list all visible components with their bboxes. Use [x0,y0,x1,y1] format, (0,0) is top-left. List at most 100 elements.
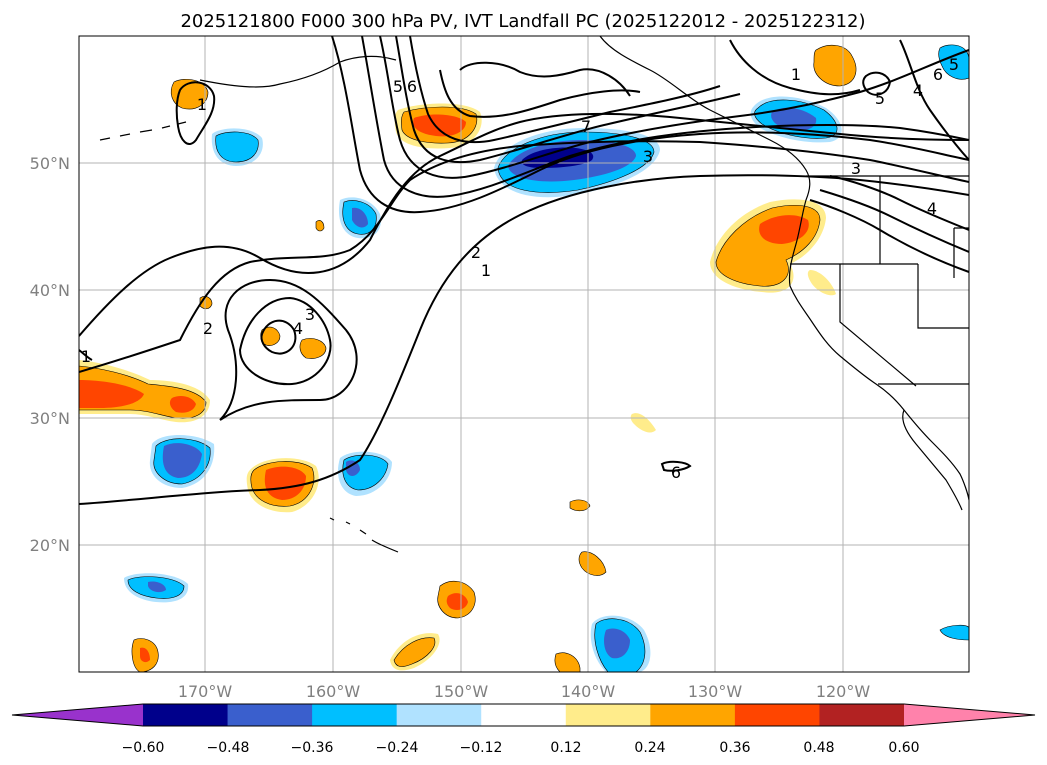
pv-contour-5 [819,189,969,253]
colorbar-labels: −0.60 −0.48 −0.36 −0.24 −0.12 0.12 0.24 … [122,740,920,756]
lon-tick-label: 130°W [688,682,743,701]
anomaly-positive [299,338,327,359]
contour-label: 1 [197,95,207,114]
pv-contour-7 [439,69,641,118]
anomaly-positive [569,499,591,512]
colorbar-label: −0.12 [460,740,503,756]
grid-lines [79,36,969,672]
anomaly-negative [604,628,630,659]
anomaly-positive [759,215,809,244]
lon-tick-label: 160°W [306,682,361,701]
pv-contour-1 [79,112,969,337]
anomaly-positive [315,220,325,232]
anomaly-positive [169,396,196,413]
contour-label: 5 [875,89,885,108]
colorbar-label: −0.36 [291,740,334,756]
colorbar-box [481,704,567,726]
contour-label: 4 [293,319,303,338]
colorbar-label: 0.12 [550,740,581,756]
axis-labels: 170°W 160°W 150°W 140°W 130°W 120°W 50°N… [30,154,871,701]
contour-label: 1 [791,65,801,84]
colorbar-label: 0.24 [634,740,665,756]
colorbar-box [396,704,482,726]
anomaly-positive [140,647,150,663]
pv-contour-3 [219,278,358,421]
anomaly-negative [162,443,202,478]
contour-label: 5 [393,77,403,96]
chart-title: 2025121800 F000 300 hPa PV, IVT Landfall… [180,11,865,32]
state-border-ut [953,227,969,278]
anomaly-positive [813,44,857,87]
lon-tick-label: 170°W [178,682,233,701]
anomaly-negative [346,460,360,476]
contour-label: 6 [933,65,943,84]
lat-tick-label: 30°N [30,409,70,428]
colorbar-label: 0.36 [719,740,750,756]
lat-tick-label: 40°N [30,281,70,300]
pv-contour-2 [79,140,969,373]
contour-label: 6 [407,77,417,96]
colorbar-boxes [11,703,1036,727]
lat-tick-label: 50°N [30,154,70,173]
pv-contour-6 [409,36,721,144]
pv-contour-6 [361,36,969,198]
pv-contour-4 [238,296,332,386]
contour-label: 4 [913,81,923,100]
anomaly-negative [939,624,969,641]
colorbar-label: −0.60 [122,740,165,756]
anomaly-positive [554,652,581,672]
contour-label: 7 [581,117,591,136]
lat-tick-label: 20°N [30,536,70,555]
pv-contour-4 [260,319,297,355]
colorbar-box [819,704,905,726]
colorbar-label: −0.24 [376,740,419,756]
contour-labels: 1 2 3 4 5 6 7 1 2 3 4 5 6 1 4 6 5 3 1 [81,55,959,482]
anomaly-positive [413,114,466,137]
lon-tick-label: 140°W [561,682,616,701]
contour-label: 1 [481,261,491,280]
colorbar-box [227,704,313,726]
anomaly-negative [148,581,166,593]
colorbar-box [143,704,229,726]
colorbar-box [565,704,651,726]
colorbar-label: −0.48 [207,740,250,756]
contour-label: 3 [643,147,653,166]
north-america-coastline [599,36,969,501]
lon-tick-label: 150°W [434,682,489,701]
contour-label: 2 [471,243,481,262]
colorbar: −0.60 −0.48 −0.36 −0.24 −0.12 0.12 0.24 … [11,703,1036,756]
map-frame [78,35,970,673]
colorbar-extend-min [12,704,143,726]
pv-contour-5 [459,61,631,97]
pv-contour-1 [660,460,692,472]
colorbar-extend-max [904,704,1035,726]
pv-contour-4 [829,175,969,231]
colorbar-box [312,704,398,726]
alaska-coastline [199,55,397,88]
anomaly-negative [352,207,368,228]
colorbar-label: 0.60 [888,740,919,756]
coastlines-and-borders [99,36,969,553]
pv-contour-7 [379,36,969,179]
contour-label: 3 [305,305,315,324]
anomaly-positive [264,466,306,500]
contour-label: 5 [949,55,959,74]
pv-contour-5 [331,36,969,214]
pv-contours [79,36,969,505]
map-panel: 1 2 3 4 5 6 7 1 2 3 4 5 6 1 4 6 5 3 1 [78,35,970,673]
pv-contour-6 [862,71,892,96]
pv-contour-5 [395,36,741,164]
anomaly-positive [79,380,144,408]
shaded-anomaly-field [79,44,969,672]
state-border-id-nv [917,264,969,329]
anomaly-positive [393,637,436,667]
contour-label: 3 [851,159,861,178]
colorbar-box [650,704,736,726]
pv-contour-1 [175,81,216,145]
anomaly-negative [215,131,259,163]
baja-peninsula [902,409,963,511]
lon-tick-label: 120°W [816,682,871,701]
contour-label: 6 [671,463,681,482]
state-border-ca-nv [839,264,917,387]
